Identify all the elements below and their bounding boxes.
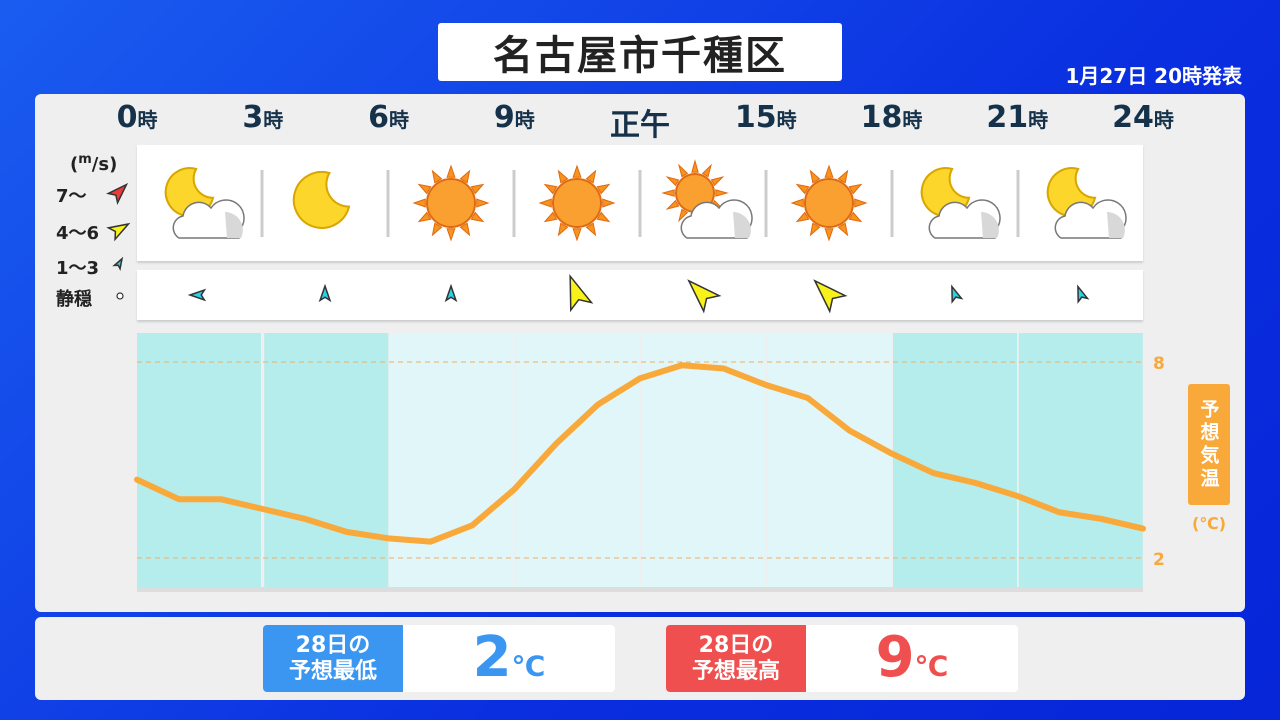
low-value: 2 [472,625,512,690]
high-unit: ℃ [914,650,949,683]
sun-icon [538,164,616,242]
wind-arrow-icon [951,284,964,304]
hour-label: 9時 [493,100,535,135]
issued-time: 1月27日 20時発表 [1065,64,1242,88]
hour-label: 0時 [116,100,158,135]
temperature-label: 予想気温 [1188,384,1230,505]
wind-legend-calm: 静穏 [56,289,92,310]
hour-label: 6時 [368,100,409,135]
high-value: 9 [875,625,915,690]
high-label-text: 予想最高 [691,658,780,684]
temperature-unit: (℃) [1192,514,1226,533]
time-band [893,333,1017,587]
wind-legend-icons [105,182,131,300]
wind-arrow-icon [813,279,848,314]
moon-cloud-icon [1046,167,1127,239]
wind-arrow-icon [687,279,722,314]
wind-arrow-icon [318,283,332,303]
y-tick-label: 2 [1153,550,1165,570]
time-band [767,333,892,587]
low-label-text: 予想最低 [288,658,377,684]
time-band [264,333,389,587]
time-band [515,333,640,587]
wind-arrow-icon [444,283,458,303]
high-label: 28日の 予想最高 [666,625,806,692]
moon-cloud-icon [920,167,1001,239]
y-tick-label: 8 [1153,354,1165,374]
wind-legend-1-3: 1〜3 [56,258,100,279]
wind-unit: (m/s) [70,152,118,175]
hour-label: 正午 [610,108,670,143]
wind-row [137,270,1143,320]
wind-arrow-icon [187,288,207,302]
summary-bar [35,617,1245,700]
hour-label: 15時 [734,100,797,135]
sun-icon [790,164,868,242]
wind-arrow-icon [1077,284,1090,304]
high-forecast-card: 28日の 予想最高 9 ℃ [666,625,1018,692]
wind-legend-4-6: 4〜6 [56,223,100,244]
time-band [390,333,514,587]
moon-icon [292,170,351,229]
time-band [137,333,261,587]
wind-legend-7: 7〜 [56,186,87,207]
location-title: 名古屋市千種区 [438,23,842,81]
low-label-date: 28日の [295,633,371,659]
hour-label: 18時 [860,100,923,135]
hour-label: 24時 [1112,100,1174,135]
hour-label: 3時 [242,100,284,135]
weather-icon-row [137,145,1143,261]
low-forecast-card: 28日の 予想最低 2 ℃ [263,625,615,692]
hour-label: 21時 [986,100,1049,135]
wind-arrow-icon [569,274,594,313]
low-unit: ℃ [511,650,546,683]
time-band [1018,333,1143,587]
moon-cloud-icon [164,167,245,239]
high-label-date: 28日の [698,633,774,659]
sun-icon [412,164,490,242]
sun-cloud-icon [661,159,753,239]
low-label: 28日の 予想最低 [263,625,403,692]
